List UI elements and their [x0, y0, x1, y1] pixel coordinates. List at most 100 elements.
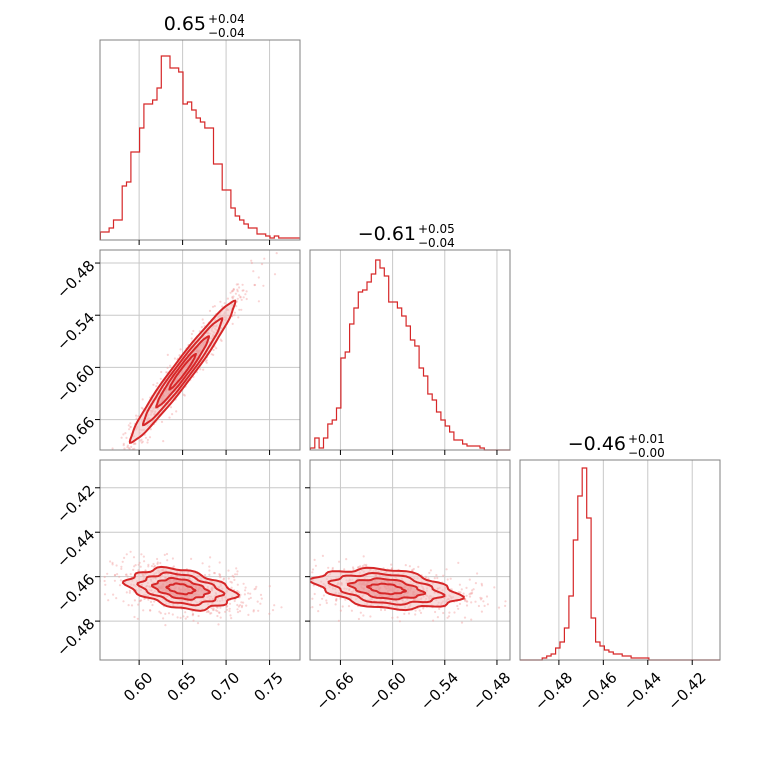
sample-point: [362, 614, 365, 617]
sample-point: [259, 591, 261, 593]
sample-point: [459, 591, 462, 594]
y-tick-label: −0.42: [53, 481, 98, 526]
sample-point: [201, 562, 204, 565]
title-minus: −0.04: [208, 26, 245, 40]
sample-point: [148, 436, 152, 439]
sample-point: [363, 563, 366, 567]
sample-point: [311, 568, 315, 571]
x-tick-label: 0.75: [251, 669, 287, 705]
sample-point: [243, 593, 246, 596]
sample-point: [419, 611, 423, 615]
sample-point: [314, 564, 317, 567]
sample-point: [111, 447, 114, 450]
sample-point: [156, 557, 159, 561]
sample-point: [327, 566, 330, 569]
sample-point: [241, 283, 244, 286]
sample-point: [126, 444, 129, 447]
sample-point: [236, 290, 239, 293]
sample-point: [219, 606, 222, 609]
sample-point: [140, 599, 143, 602]
sample-point: [176, 616, 179, 619]
panel-frame: [309, 459, 511, 661]
sample-point: [428, 571, 431, 575]
sample-point: [343, 568, 346, 571]
sample-point: [408, 565, 411, 568]
sample-point: [457, 607, 460, 610]
sample-point: [117, 470, 119, 472]
sample-point: [247, 597, 251, 600]
sample-point: [153, 600, 156, 603]
x-tick-label: −0.48: [531, 669, 576, 714]
panel-frame: [99, 459, 301, 661]
sample-point: [296, 580, 298, 582]
sample-point: [253, 283, 256, 287]
sample-point: [477, 604, 480, 608]
sample-point: [321, 597, 324, 600]
sample-point: [390, 563, 393, 566]
sample-point: [414, 613, 417, 616]
sample-point: [175, 410, 178, 413]
x-tick-label: −0.42: [664, 669, 709, 714]
sample-point: [240, 298, 243, 301]
sample-point: [216, 614, 219, 618]
panel-frame: [519, 459, 721, 661]
sample-point: [235, 300, 239, 303]
sample-point: [124, 456, 126, 458]
sample-point: [152, 383, 155, 386]
sample-point: [450, 588, 453, 591]
sample-point: [212, 607, 215, 610]
sample-point: [224, 610, 227, 613]
sample-point: [242, 289, 245, 292]
sample-point: [119, 579, 122, 582]
sample-point: [129, 426, 132, 429]
sample-point: [132, 556, 136, 559]
sample-point: [166, 559, 169, 562]
sample-point: [356, 566, 360, 569]
sample-point: [247, 592, 250, 595]
sample-point: [504, 600, 507, 603]
sample-point: [237, 316, 240, 319]
sample-point: [257, 276, 260, 279]
sample-point: [252, 610, 255, 613]
histogram-2: [520, 467, 720, 661]
sample-point: [434, 610, 437, 614]
sample-point: [479, 598, 482, 601]
sample-point: [232, 289, 235, 292]
sample-point: [141, 398, 144, 401]
sample-point: [126, 446, 129, 449]
sample-point: [229, 291, 232, 294]
sample-point: [230, 617, 233, 620]
sample-point: [236, 583, 239, 586]
sample-point: [120, 565, 123, 568]
sample-point: [196, 622, 200, 625]
sample-point: [162, 440, 165, 443]
sample-point: [128, 589, 131, 593]
sample-point: [474, 582, 477, 585]
sample-point: [300, 586, 302, 588]
sample-point: [144, 569, 147, 572]
sample-point: [250, 261, 253, 265]
sample-point: [442, 611, 445, 615]
sample-point: [108, 472, 110, 474]
sample-point: [369, 615, 372, 618]
panel-frame: [99, 39, 301, 241]
sample-point: [290, 569, 292, 571]
sample-point: [202, 322, 205, 325]
sample-point: [162, 617, 165, 620]
sample-point: [221, 305, 224, 308]
y-tick-label: −0.48: [53, 257, 98, 302]
sample-point: [182, 393, 185, 396]
sample-point: [244, 589, 247, 592]
sample-point: [302, 587, 304, 589]
panel-frame: [309, 249, 511, 451]
sample-point: [230, 586, 233, 589]
sample-point: [265, 590, 267, 592]
sample-point: [156, 561, 159, 564]
sample-point: [137, 563, 140, 566]
sample-point: [249, 596, 252, 600]
sample-point: [173, 357, 176, 360]
sample-point: [480, 582, 483, 586]
sample-point: [205, 610, 208, 614]
sample-point: [219, 573, 222, 577]
sample-point: [418, 609, 421, 612]
